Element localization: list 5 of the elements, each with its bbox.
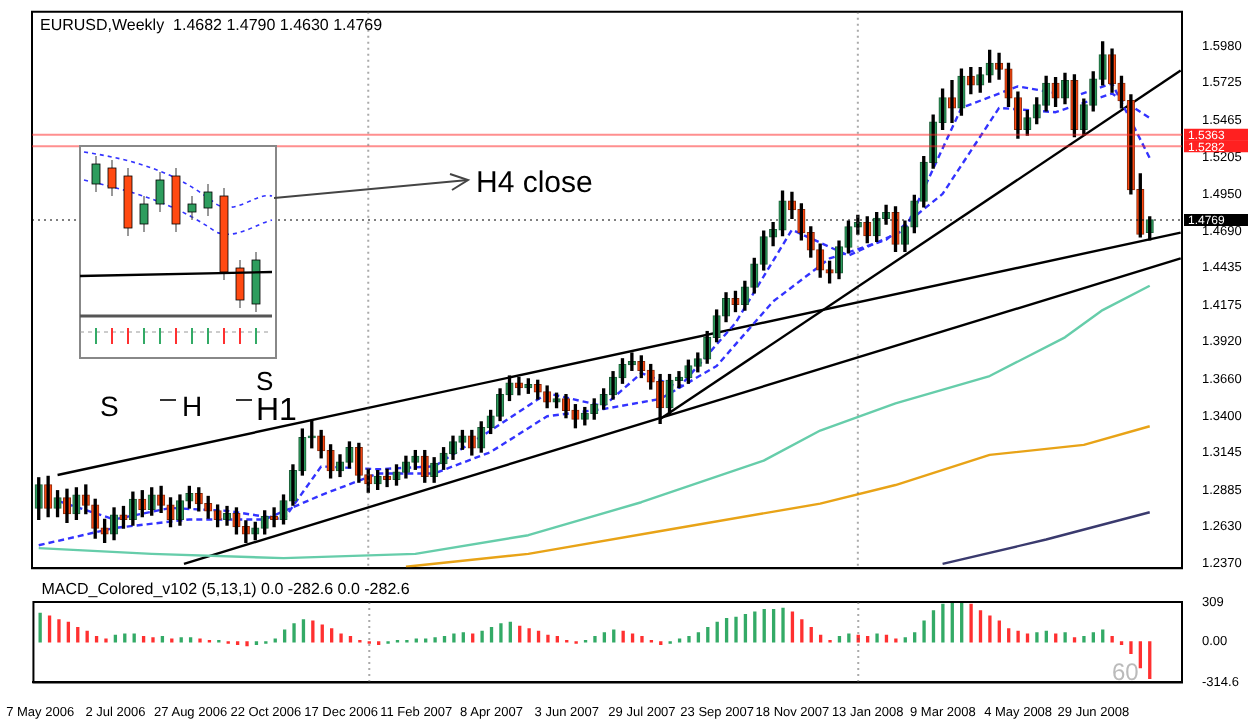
annotation: H1 xyxy=(256,394,297,428)
chart-title: EURUSD,Weekly 1.4682 1.4790 1.4630 1.4769 xyxy=(40,16,384,35)
annotation: 60 xyxy=(1112,658,1139,686)
annotation: H4 close xyxy=(476,166,593,200)
chart-title: MACD_Colored_v102 (5,13,1) 0.0 -282.6 0.0 -282.6 xyxy=(41,580,411,599)
